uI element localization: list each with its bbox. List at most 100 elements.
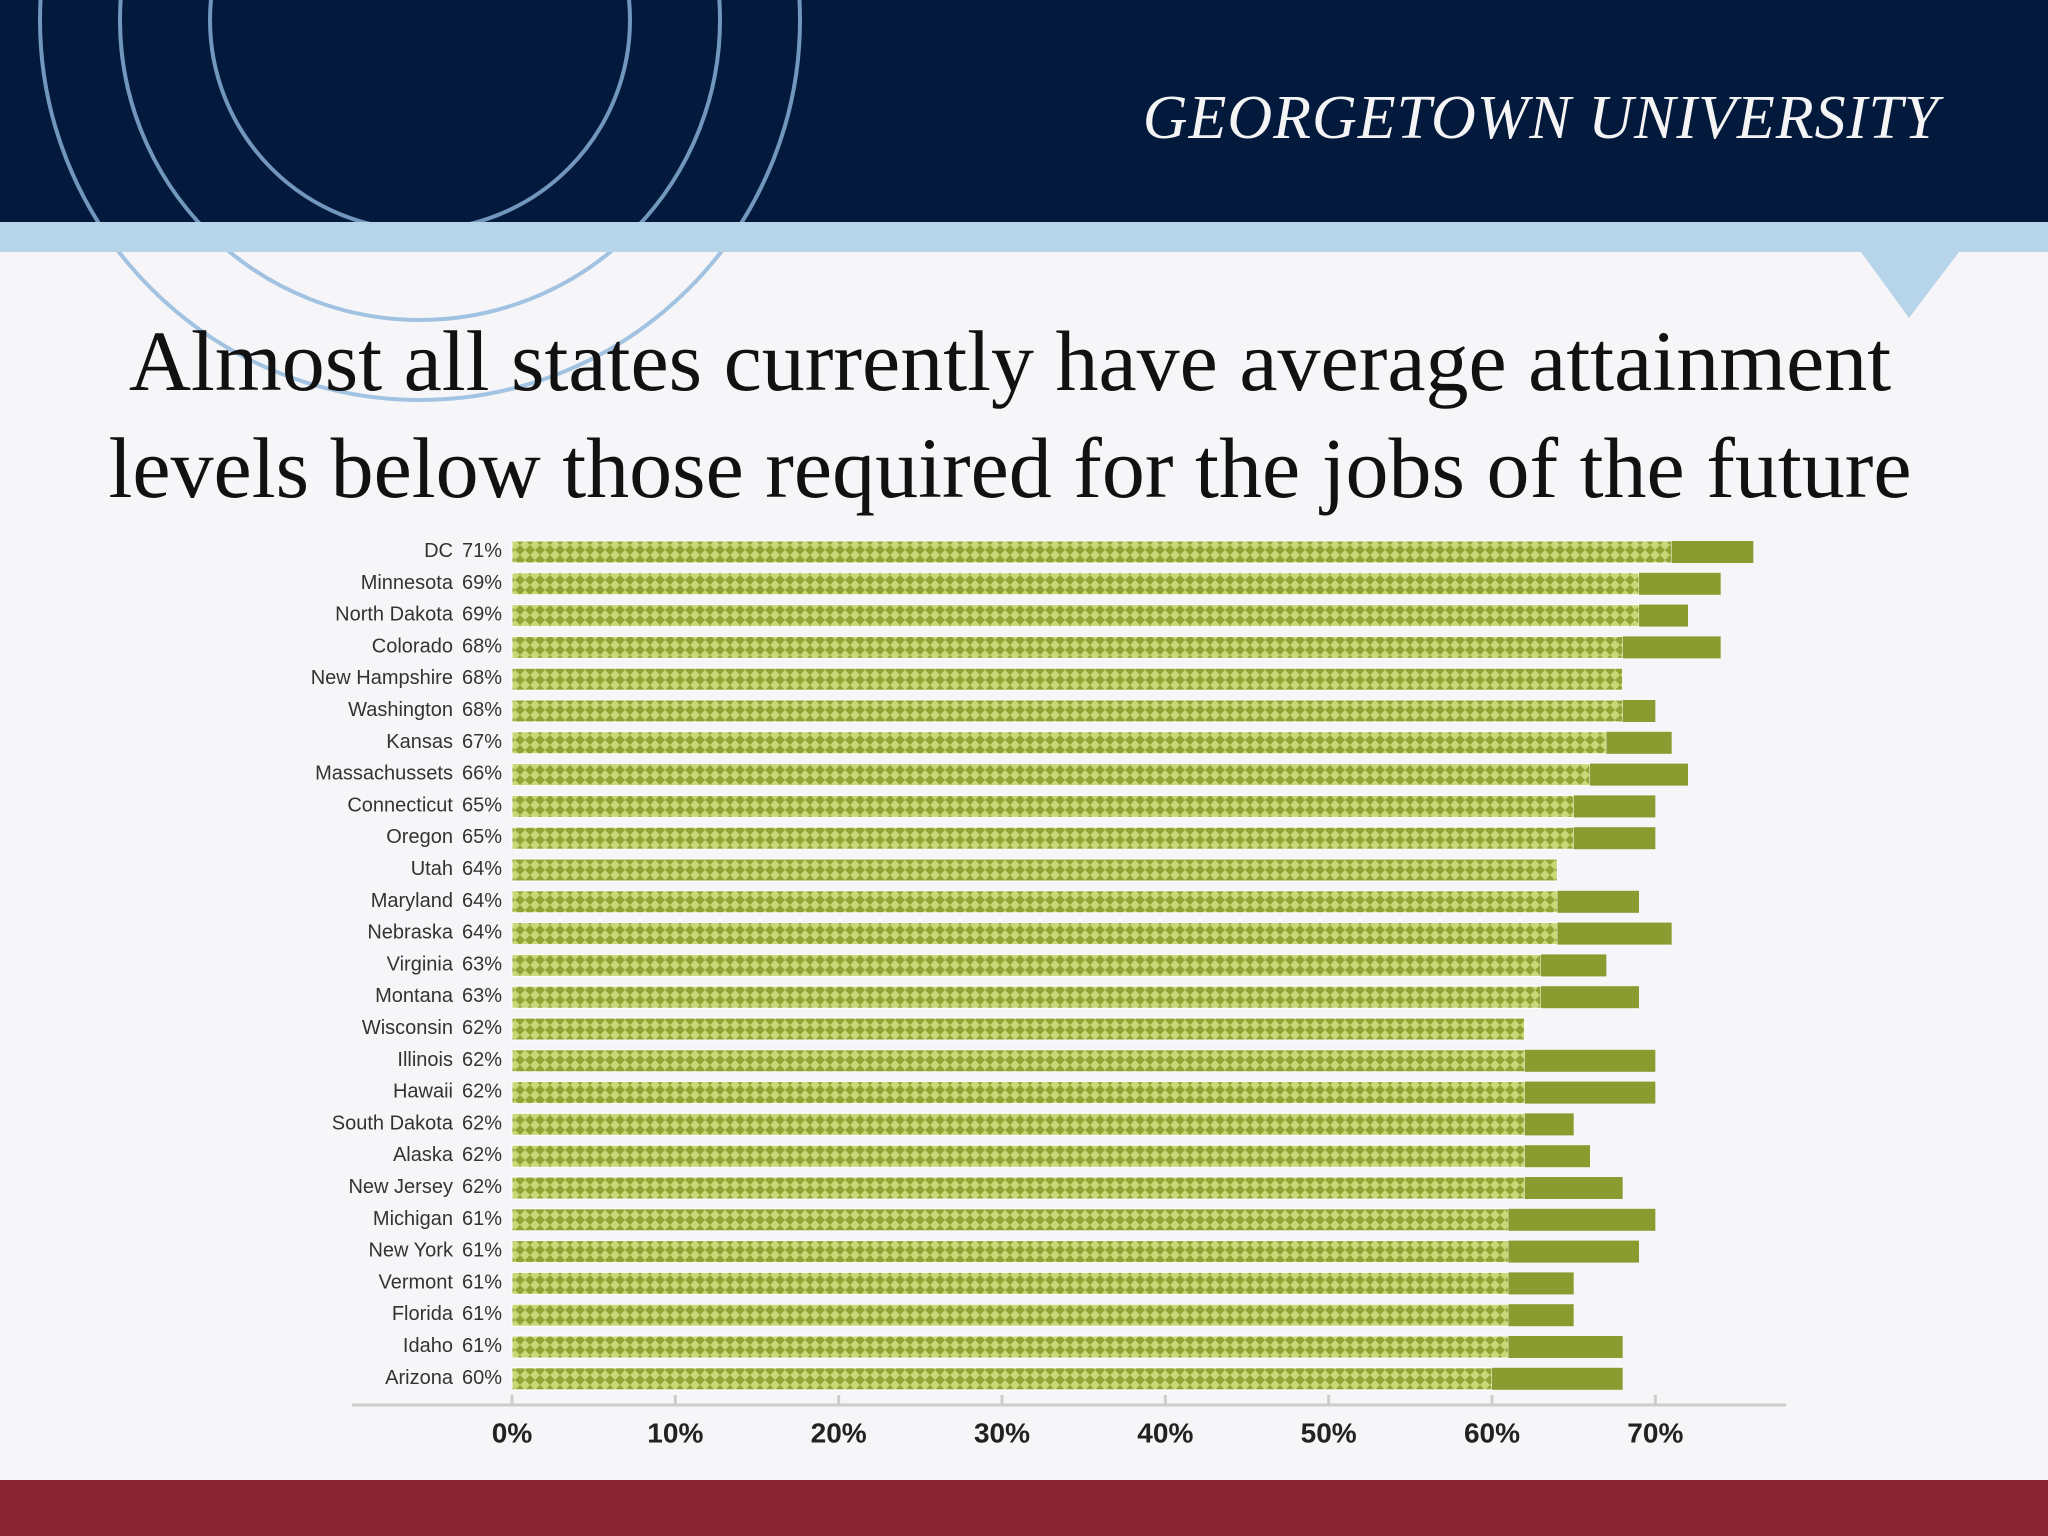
category-label: Montana 63% (375, 985, 502, 1007)
category-label: Hawaii 62% (393, 1081, 502, 1103)
value-label: 62% (462, 1113, 502, 1135)
bar-segment (511, 1144, 1526, 1168)
x-tick-label: 60% (1464, 1417, 1520, 1448)
bar-segment (511, 1367, 1493, 1391)
bar-segment (511, 794, 1575, 818)
bar-segment (1524, 1049, 1656, 1072)
category-name: New Jersey (348, 1176, 452, 1198)
chart-title: levels below those required for the jobs… (108, 420, 1911, 516)
value-label: 69% (462, 572, 502, 594)
x-tick-label: 70% (1627, 1417, 1683, 1448)
accent-pointer (1861, 252, 1959, 318)
value-label: 62% (462, 1144, 502, 1166)
bar-segment (511, 731, 1607, 755)
value-label: 67% (462, 731, 502, 753)
category-name: Idaho (403, 1335, 453, 1357)
footer-band (0, 1480, 2048, 1536)
category-name: Washington (348, 699, 453, 721)
category-name: Oregon (386, 826, 453, 848)
value-label: 68% (462, 699, 502, 721)
value-label: 64% (462, 858, 502, 880)
category-label: Alaska 62% (393, 1144, 502, 1166)
bar-segment (1622, 700, 1656, 722)
category-name: Montana (375, 985, 454, 1007)
category-name: Virginia (387, 954, 454, 976)
bar-segment (1508, 1208, 1656, 1231)
bar-segment (511, 985, 1542, 1009)
category-name: North Dakota (335, 604, 454, 626)
category-label: Michigan 61% (373, 1208, 502, 1230)
bar-segment (511, 890, 1558, 914)
value-label: 61% (462, 1335, 502, 1357)
header-band (0, 0, 2048, 222)
category-name: Utah (411, 858, 453, 880)
bar-segment (511, 635, 1624, 659)
value-label: 68% (462, 636, 502, 658)
bar-segment (1508, 1304, 1574, 1327)
category-label: Illinois 62% (397, 1049, 502, 1071)
bar-segment (511, 1271, 1509, 1295)
category-label: Massachussets 66% (315, 763, 502, 785)
x-tick-label: 30% (974, 1417, 1030, 1448)
value-label: 63% (462, 985, 502, 1007)
category-name: Maryland (371, 890, 453, 912)
accent-strip (0, 222, 2048, 252)
bar-segment (1508, 1336, 1623, 1358)
category-name: Kansas (386, 731, 453, 753)
value-label: 61% (462, 1208, 502, 1230)
category-label: Utah 64% (411, 858, 502, 880)
bar-segment (511, 1049, 1526, 1073)
category-label: Oregon 65% (386, 826, 502, 848)
category-label: New Jersey 62% (348, 1176, 502, 1198)
category-name: Michigan (373, 1208, 453, 1230)
x-tick-label: 10% (647, 1417, 703, 1448)
value-label: 66% (462, 763, 502, 785)
category-label: New Hampshire 68% (311, 667, 503, 689)
bar-segment (1606, 731, 1672, 754)
bar-segment (511, 1081, 1526, 1105)
bar-segment (1671, 541, 1754, 563)
chart-title: Almost all states currently have average… (129, 313, 1891, 409)
bar-segment (1590, 763, 1688, 786)
bar-segment (511, 1112, 1526, 1136)
bar-segment (1524, 1177, 1623, 1199)
category-label: Idaho 61% (403, 1335, 502, 1357)
category-label: Florida 61% (392, 1303, 502, 1325)
value-label: 62% (462, 1017, 502, 1039)
category-label: Wisconsin 62% (362, 1017, 502, 1039)
bar-segment (511, 763, 1591, 787)
category-name: Vermont (378, 1272, 453, 1294)
value-label: 65% (462, 826, 502, 848)
bar-segment (511, 540, 1673, 564)
category-name: New Hampshire (311, 667, 453, 689)
category-label: Colorado 68% (372, 636, 502, 658)
bar-segment (511, 1303, 1509, 1327)
category-name: New York (368, 1240, 453, 1262)
bar-segment (511, 1017, 1526, 1041)
category-name: DC (424, 540, 453, 562)
bar-segment (511, 922, 1558, 946)
category-label: North Dakota 69% (335, 604, 502, 626)
category-name: Wisconsin (362, 1017, 453, 1039)
bar-segment (1557, 890, 1639, 913)
value-label: 60% (462, 1367, 502, 1389)
bar-segment (511, 572, 1640, 596)
category-label: South Dakota 62% (332, 1113, 502, 1135)
bar-segment (1639, 604, 1688, 627)
category-label: Arizona 60% (385, 1367, 502, 1389)
value-label: 64% (462, 922, 502, 944)
value-label: 64% (462, 890, 502, 912)
value-label: 61% (462, 1240, 502, 1262)
category-label: Virginia 63% (387, 954, 503, 976)
bar-segment (511, 953, 1542, 977)
bar-segment (1557, 922, 1672, 945)
value-label: 62% (462, 1049, 502, 1071)
bar-segment (1492, 1367, 1623, 1390)
category-name: Hawaii (393, 1081, 453, 1103)
bar-segment (1524, 1113, 1574, 1136)
bar-segment (511, 1240, 1509, 1264)
category-name: Massachussets (315, 763, 453, 785)
category-name: Alaska (393, 1144, 454, 1166)
